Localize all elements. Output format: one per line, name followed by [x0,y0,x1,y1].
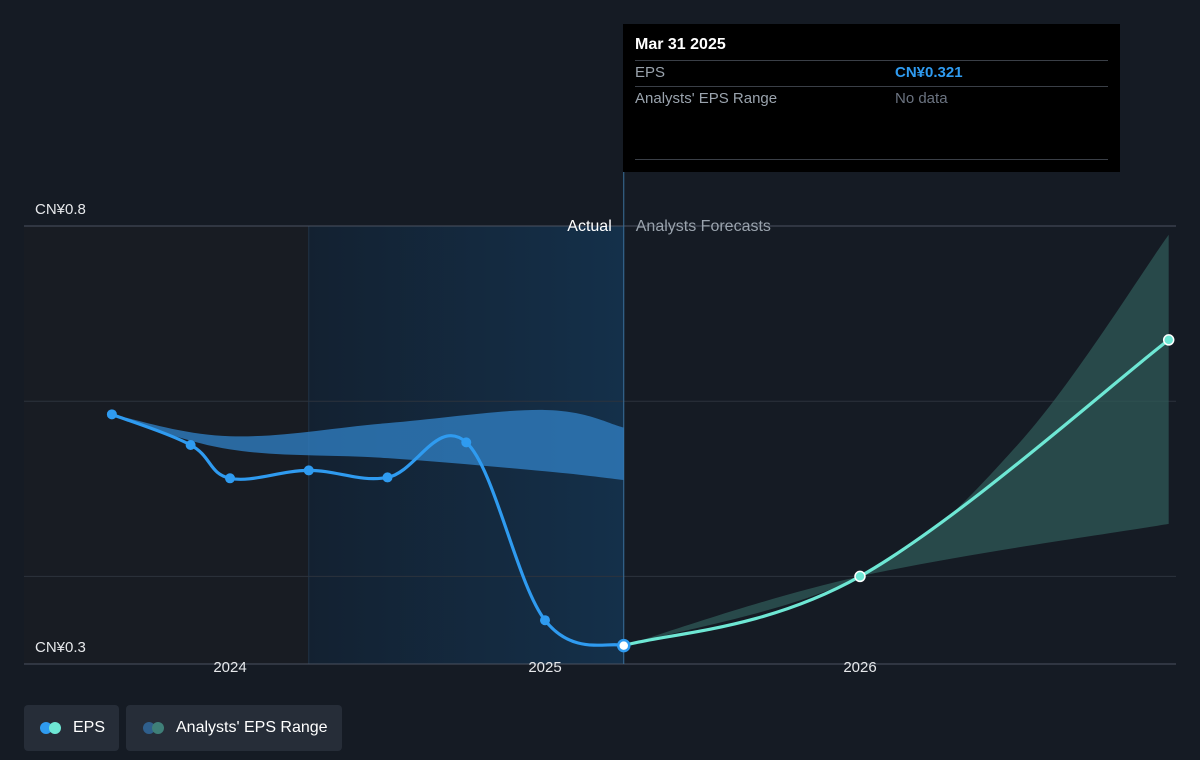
tooltip-eps-label: EPS [635,64,666,81]
eps-forecast-point [854,570,866,583]
tooltip-range-value: No data [895,90,948,107]
eps-actual-point [225,473,235,484]
eps-chart: CN¥0.8 CN¥0.3 2024 2025 2026 Actual Analysts F… [24,172,1176,676]
actual-region-label: Actual [567,218,611,235]
legend-range-label: Analysts' EPS Range [176,719,328,736]
legend-eps[interactable]: EPS [24,705,119,751]
eps-actual-point [185,440,196,450]
x-tick-label: 2025 [528,659,561,676]
legend-range-icon [143,722,167,734]
tooltip-row-eps: EPS CN¥0.321 [635,60,1108,86]
tooltip-row-range: Analysts' EPS Range No data [635,86,1108,112]
eps-actual-point [382,472,393,483]
highlighted-point [617,638,631,653]
eps-forecast-line [622,338,1171,648]
legend-range[interactable]: Analysts' EPS Range [126,705,342,751]
legend-eps-icon [40,722,64,734]
tooltip-range-label: Analysts' EPS Range [635,90,778,107]
eps-forecast-point [1162,334,1175,346]
y-tick-label: CN¥0.8 [35,201,86,218]
eps-actual-point [106,409,117,420]
gridlines [24,172,1176,665]
eps-actual-point [461,437,472,448]
tooltip-divider [635,159,1108,160]
x-tick-label: 2024 [213,659,246,676]
eps-points [106,334,1175,653]
forecast-range-area [623,234,1169,646]
legend-eps-label: EPS [73,719,106,736]
tooltip-date: Mar 31 2025 [635,36,726,53]
range-areas [111,234,1169,646]
y-tick-label: CN¥0.3 [35,639,86,656]
actual-range-area [111,409,624,481]
eps-actual-point [540,615,550,626]
tooltip: Mar 31 2025 EPS CN¥0.321 Analysts' EPS R… [623,24,1120,172]
x-tick-label: 2026 [843,659,876,676]
forecast-region-label: Analysts Forecasts [636,218,771,235]
tooltip-eps-value: CN¥0.321 [895,64,963,81]
axis-labels: CN¥0.8 CN¥0.3 2024 2025 2026 Actual Analysts F… [35,201,877,676]
eps-actual-point [303,465,314,476]
